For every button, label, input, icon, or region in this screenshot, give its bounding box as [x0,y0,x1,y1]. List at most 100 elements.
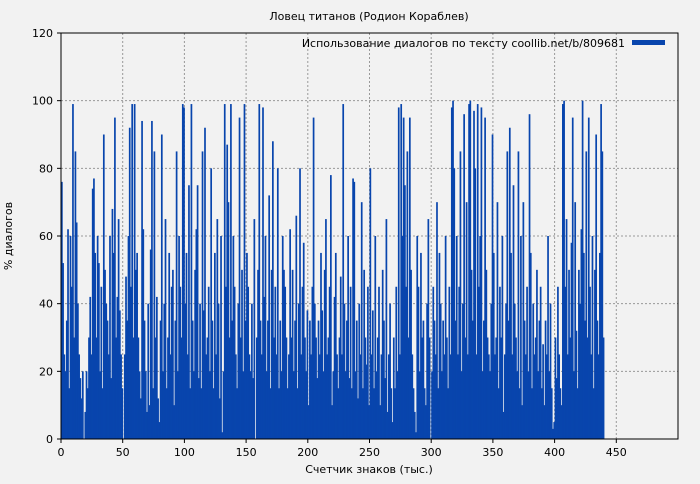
bar [234,354,237,439]
bar [378,286,380,439]
y-tick-label: 100 [32,95,53,108]
bar [200,388,203,439]
bar [504,354,506,439]
bar [311,286,314,439]
bar [289,229,291,439]
bar [483,320,485,439]
bar [390,388,393,439]
bar [313,303,316,439]
bar [599,252,601,439]
bar [580,229,583,439]
bar [415,432,417,439]
bar [112,252,115,439]
bar [73,337,76,439]
bar [495,337,498,439]
bar [443,354,446,439]
bar [584,320,586,439]
bar [115,337,117,439]
bar [471,320,474,439]
x-tick-label: 350 [482,446,503,459]
x-tick-label: 100 [174,446,195,459]
bar [334,252,337,439]
bar [78,354,80,439]
bar [179,286,182,439]
bar [508,127,511,439]
bar [332,371,335,439]
bar [139,398,142,439]
bar [292,371,295,439]
bar [341,354,343,439]
bar [157,398,159,439]
bar [247,286,250,439]
bar [249,371,252,439]
bar [486,337,489,439]
bar [316,378,319,439]
bar [369,168,372,440]
bar [421,337,424,439]
bar [408,117,411,439]
bar [328,286,331,439]
bar [536,269,538,439]
bar [297,303,300,439]
bar [239,337,242,439]
bar [383,320,385,439]
bar [511,354,514,439]
bar [346,320,348,439]
bars [61,100,605,440]
bar [362,388,364,439]
bar [533,354,536,439]
bar [283,269,285,439]
bar [197,378,200,439]
bar [531,388,533,439]
bar [444,236,447,439]
bar [370,354,373,439]
bar [251,303,253,439]
bar [492,252,495,439]
bar [138,371,141,439]
bar [600,104,602,440]
bar [563,100,565,440]
bar [379,405,382,439]
bar [267,320,269,439]
bar [487,354,490,439]
bar [241,269,243,439]
bar [568,269,570,439]
bar [597,354,600,439]
bar [474,168,477,440]
bar [463,114,465,439]
x-tick-label: 400 [544,446,565,459]
bar [353,181,356,439]
bar [542,344,544,439]
bar [85,371,88,439]
bar [434,354,437,439]
bar [490,303,493,439]
bar [106,320,109,439]
x-tick-label: 150 [236,446,257,459]
bar [211,320,214,439]
bar [215,354,217,439]
bar [231,320,233,439]
bar [359,354,362,439]
bar [262,107,264,439]
bar [263,296,266,439]
bar [384,378,387,439]
bar [347,236,349,439]
bar [342,104,345,440]
bar [70,286,73,439]
bar [270,269,273,439]
x-tick-label: 450 [606,446,627,459]
bar [212,388,215,439]
bar [442,320,445,439]
bar [147,303,150,439]
bar [144,371,147,439]
bar [304,337,306,439]
bar [67,229,69,439]
bar [532,303,535,439]
bar [315,337,317,439]
y-tick-label: 40 [39,298,53,311]
bar [357,398,359,439]
bar [307,405,310,439]
bar [233,286,236,439]
bar [348,378,351,439]
bar [450,107,453,439]
